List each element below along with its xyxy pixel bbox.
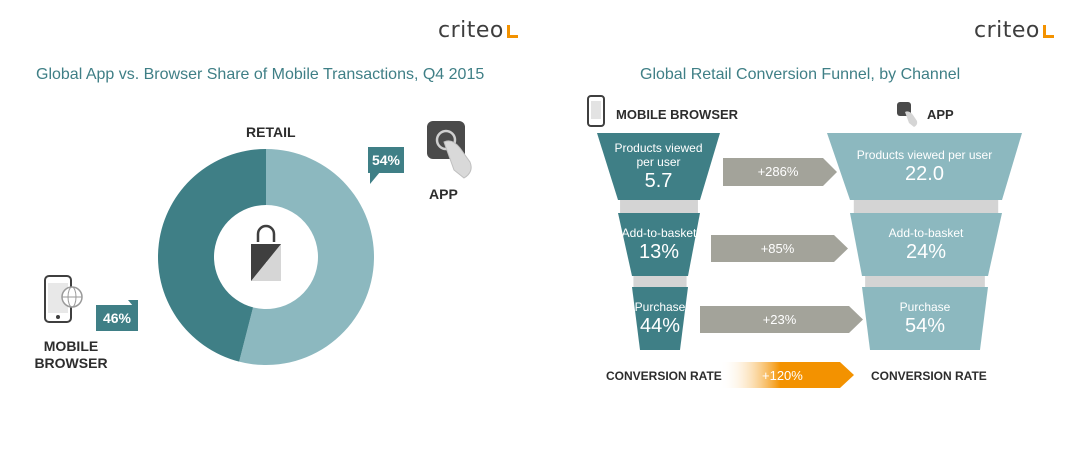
browser-stage-value-2: 44% (639, 314, 681, 337)
shopping-bag-icon (251, 224, 281, 281)
browser-share-callout: 46% (96, 305, 138, 331)
app-stage-label-0: Products viewed per user (856, 147, 993, 162)
donut-title: Global App vs. Browser Share of Mobile T… (36, 66, 485, 83)
app-series-label: APP (927, 107, 954, 122)
donut-center-label: RETAIL (246, 124, 296, 140)
browser-legend-label: MOBILE BROWSER (34, 338, 108, 371)
browser-stage-label-2: Purchase (634, 299, 686, 314)
browser-stage-1: Add-to-basket 13% (619, 213, 699, 276)
browser-stage-2: Purchase 44% (620, 287, 700, 350)
difference-arrow-2 (700, 306, 863, 333)
conversion-label-right: CONVERSION RATE (871, 369, 987, 383)
conversion-value: +120% (762, 368, 803, 383)
criteo-logo: criteo (438, 18, 518, 43)
difference-label-0: +286% (757, 164, 799, 179)
funnel-browser-stage-1 (618, 213, 700, 276)
funnel-chart (587, 95, 1022, 388)
funnel-app-stage-2 (862, 287, 988, 350)
conversion-arrow (720, 362, 854, 388)
app-stage-label-1: Add-to-basket (888, 225, 964, 240)
difference-arrow-0 (723, 158, 837, 186)
phone-browser-icon-small (587, 95, 605, 127)
funnel-app-stage-1 (850, 213, 1002, 276)
app-stage-2: Purchase 54% (860, 287, 990, 350)
difference-label-1: +85% (760, 241, 795, 256)
callout-tails (128, 172, 380, 312)
app-stage-1: Add-to-basket 24% (853, 213, 999, 276)
browser-stage-0: Products viewed per user 5.7 (608, 133, 710, 200)
conversion-label-left: CONVERSION RATE (606, 369, 722, 383)
browser-stage-label-0: Products viewed per user (614, 140, 703, 169)
criteo-logo-right: criteo (974, 18, 1054, 43)
app-touch-icon-small (897, 102, 918, 127)
donut-slice-app (239, 149, 374, 365)
browser-stage-value-0: 5.7 (644, 169, 673, 192)
app-stage-value-1: 24% (905, 240, 947, 263)
app-stage-0: Products viewed per user 22.0 (839, 133, 1011, 200)
funnel-panel: criteo Global Retail Conversion Funnel, … (540, 0, 1080, 453)
funnel-neck-app-0 (853, 200, 999, 213)
browser-stage-label-1: Add-to-basket (621, 225, 697, 240)
difference-arrow-1 (711, 235, 848, 262)
donut-slice-mobile-browser (157, 149, 266, 362)
app-stage-label-2: Purchase (899, 299, 951, 314)
funnel-neck-app-1 (865, 276, 985, 287)
browser-series-label: MOBILE BROWSER (616, 107, 739, 122)
app-stage-value-2: 54% (904, 314, 946, 337)
funnel-title: Global Retail Conversion Funnel, by Chan… (640, 66, 961, 83)
funnel-neck-browser-1 (633, 276, 687, 287)
browser-stage-value-1: 13% (638, 240, 680, 263)
funnel-neck-browser-0 (620, 200, 698, 213)
phone-browser-icon (44, 275, 83, 323)
funnel-browser-stage-0 (597, 133, 720, 200)
app-touch-icon (427, 121, 472, 179)
donut-panel: criteo Global App vs. Browser Share of M… (34, 18, 518, 371)
app-share-callout: 54% (368, 147, 404, 173)
funnel-app-stage-0 (827, 133, 1022, 200)
difference-label-2: +23% (762, 312, 797, 327)
funnel-browser-stage-2 (632, 287, 688, 350)
app-legend-label: APP (429, 186, 458, 202)
donut-chart (44, 121, 472, 365)
app-stage-value-0: 22.0 (905, 162, 944, 185)
